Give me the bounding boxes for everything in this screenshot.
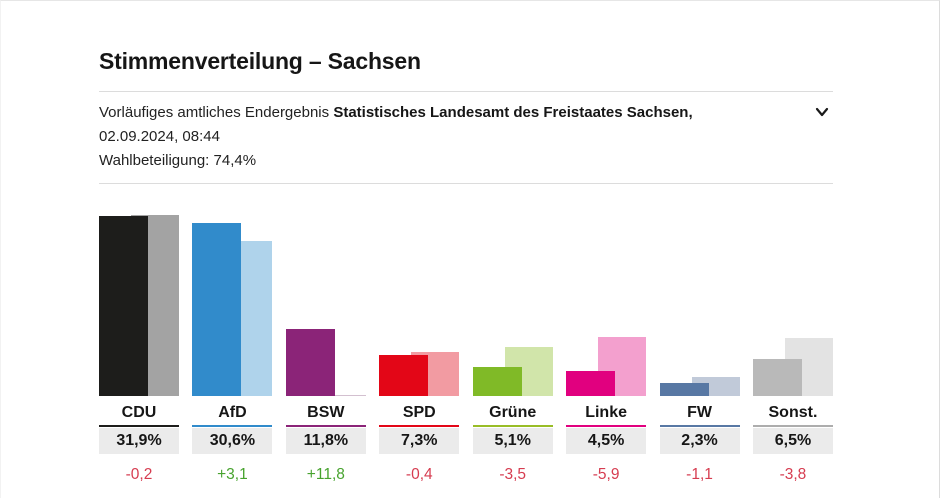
party-group: FW 2,3% -1,1 [659, 212, 740, 484]
party-label: Sonst. [768, 404, 818, 422]
party-group: AfD 30,6% +3,1 [192, 212, 273, 484]
party-change: -0,2 [125, 466, 153, 484]
party-underline [472, 425, 553, 428]
party-underline [192, 425, 273, 428]
party-plot [472, 212, 553, 397]
bar-current[interactable] [752, 359, 802, 397]
party-value: 4,5% [566, 428, 647, 455]
party-group: Sonst. 6,5% -3,8 [752, 212, 833, 484]
party-change: -5,9 [592, 466, 620, 484]
party-plot [285, 212, 366, 397]
source-name: Statistisches Landesamt des Freistaates … [333, 104, 693, 122]
source-expand-button[interactable] [811, 102, 833, 124]
party-group: Linke 4,5% -5,9 [566, 212, 647, 484]
party-label: Grüne [489, 404, 537, 422]
turnout: Wahlbeteiligung: 74,4% [99, 152, 257, 170]
party-underline [285, 425, 366, 428]
party-value: 11,8% [285, 428, 366, 455]
party-change: +11,8 [306, 466, 345, 484]
party-label: BSW [307, 404, 345, 422]
source-prefix: Vorläufiges amtliches Endergebnis [99, 104, 330, 122]
page-title: Stimmenverteilung – Sachsen [99, 48, 421, 75]
party-value: 6,5% [752, 428, 833, 455]
party-group: Grüne 5,1% -3,5 [472, 212, 553, 484]
chart-groups: CDU 31,9% -0,2 AfD 30,6% +3,1 BSW 11,8% … [99, 212, 833, 484]
party-change: -3,5 [499, 466, 527, 484]
party-change: -1,1 [686, 466, 713, 484]
divider-meta [99, 183, 833, 185]
bar-current[interactable] [659, 383, 709, 397]
party-underline [752, 425, 833, 428]
party-label: Linke [585, 404, 627, 422]
party-label: AfD [218, 404, 247, 422]
party-underline [99, 425, 179, 428]
party-label: FW [687, 404, 712, 422]
bar-current[interactable] [99, 216, 148, 397]
party-plot [566, 212, 647, 397]
party-plot [99, 212, 179, 397]
party-plot [659, 212, 740, 397]
bar-chart: CDU 31,9% -0,2 AfD 30,6% +3,1 BSW 11,8% … [99, 212, 833, 484]
party-value: 7,3% [379, 428, 460, 455]
party-change: -0,4 [405, 466, 433, 484]
party-value: 5,1% [472, 428, 553, 455]
party-group: SPD 7,3% -0,4 [379, 212, 460, 484]
party-underline [659, 425, 740, 428]
source-line: Vorläufiges amtliches Endergebnis Statis… [99, 101, 833, 125]
party-value: 31,9% [99, 428, 179, 455]
party-change: -3,8 [779, 466, 807, 484]
party-value: 2,3% [659, 428, 740, 455]
party-plot [379, 212, 460, 397]
bar-current[interactable] [472, 367, 522, 397]
party-plot [192, 212, 273, 397]
chevron-down-icon [813, 107, 831, 124]
timestamp: 02.09.2024, 08:44 [99, 128, 220, 146]
divider-top [99, 91, 833, 93]
party-underline [379, 425, 460, 428]
party-group: BSW 11,8% +11,8 [285, 212, 366, 484]
bar-current[interactable] [379, 355, 429, 397]
bar-current[interactable] [285, 329, 335, 397]
party-change: +3,1 [217, 466, 248, 484]
party-plot [752, 212, 833, 397]
bar-previous[interactable] [317, 395, 366, 397]
bar-current[interactable] [566, 371, 616, 397]
party-value: 30,6% [192, 428, 273, 455]
bar-current[interactable] [192, 223, 242, 397]
party-label: SPD [402, 404, 436, 422]
party-label: CDU [121, 404, 157, 422]
party-group: CDU 31,9% -0,2 [99, 212, 179, 484]
result-meta: Vorläufiges amtliches Endergebnis Statis… [99, 92, 833, 183]
party-underline [566, 425, 647, 428]
